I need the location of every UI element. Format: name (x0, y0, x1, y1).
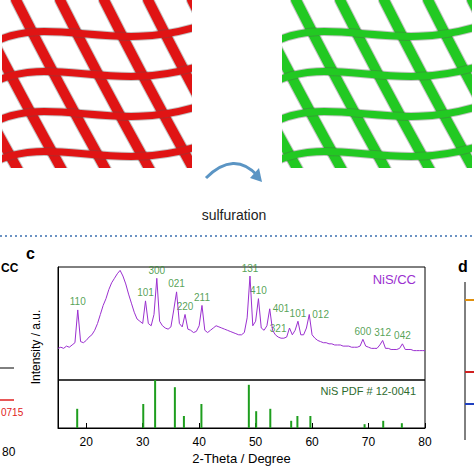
svg-text:110: 110 (70, 296, 86, 307)
svg-text:021: 021 (168, 278, 185, 289)
svg-text:211: 211 (194, 292, 210, 303)
svg-text:042: 042 (394, 330, 411, 341)
svg-text:0715: 0715 (1, 407, 24, 418)
svg-text:401: 401 (273, 303, 290, 314)
svg-text:NiS PDF # 12-0041: NiS PDF # 12-0041 (321, 385, 416, 397)
svg-text:Intensity / a.u.: Intensity / a.u. (29, 310, 43, 385)
svg-text:80: 80 (418, 435, 432, 449)
svg-text:80: 80 (2, 445, 16, 459)
svg-text:c: c (26, 245, 35, 262)
svg-text:012: 012 (312, 309, 329, 320)
svg-text:d: d (458, 258, 468, 275)
svg-text:sulfuration: sulfuration (202, 207, 267, 223)
svg-text:300: 300 (148, 265, 165, 276)
svg-text:60: 60 (305, 435, 319, 449)
svg-text:312: 312 (374, 327, 391, 338)
svg-text:30: 30 (136, 435, 150, 449)
svg-text:CC: CC (1, 261, 19, 275)
svg-text:2-Theta / Degree: 2-Theta / Degree (192, 451, 290, 466)
svg-text:101: 101 (137, 287, 154, 298)
svg-text:40: 40 (192, 435, 206, 449)
svg-text:50: 50 (249, 435, 263, 449)
svg-text:600: 600 (355, 326, 372, 337)
svg-text:131: 131 (242, 263, 259, 274)
svg-text:101: 101 (290, 308, 307, 319)
svg-text:220: 220 (177, 301, 194, 312)
svg-text:70: 70 (362, 435, 376, 449)
svg-text:410: 410 (250, 285, 267, 296)
svg-text:20: 20 (80, 435, 94, 449)
svg-text:321: 321 (269, 322, 287, 334)
svg-text:NiS/CC: NiS/CC (373, 272, 416, 287)
